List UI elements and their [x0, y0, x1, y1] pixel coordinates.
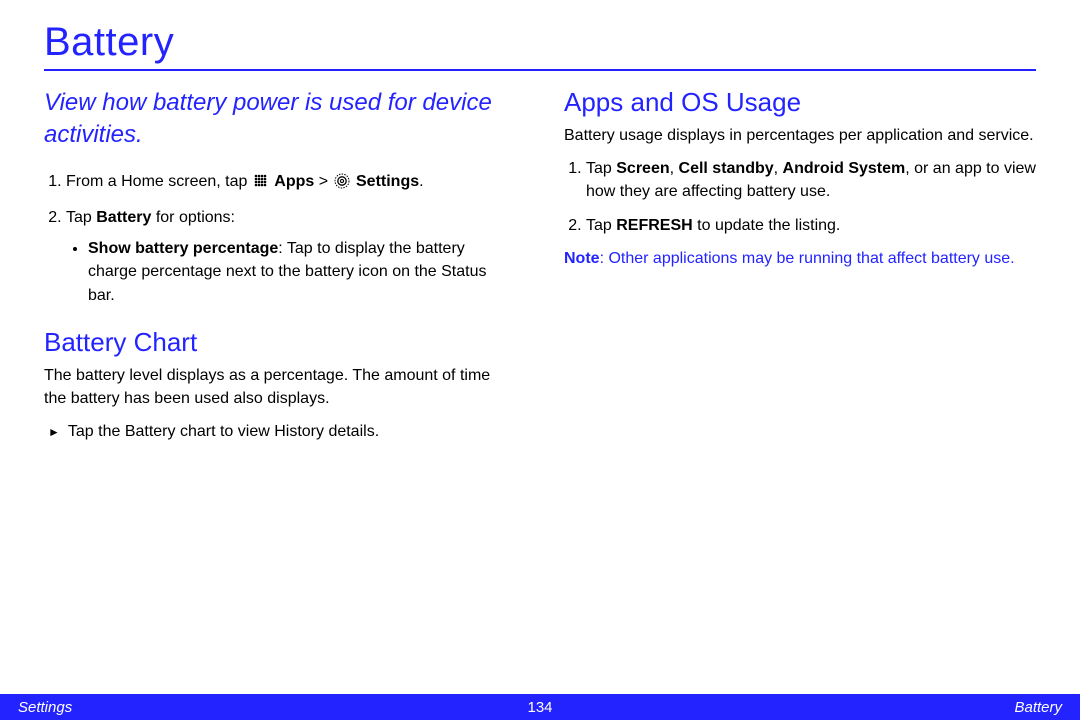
screen-label: Screen [616, 160, 669, 177]
columns: View how battery power is used for devic… [44, 87, 1036, 443]
settings-label: Settings [356, 173, 419, 190]
cell-standby-label: Cell standby [679, 160, 774, 177]
apps-label: Apps [274, 173, 314, 190]
page: Battery View how battery power is used f… [0, 0, 1080, 720]
list-item: From a Home screen, tap Apps > [66, 170, 516, 196]
note-text: Note: Other applications may be running … [564, 247, 1036, 270]
gear-icon [334, 173, 350, 196]
text: . [419, 173, 423, 190]
list-item: Tap REFRESH to update the listing. [586, 214, 1036, 237]
list-item: Tap Screen, Cell standby, Android System… [586, 157, 1036, 203]
left-column: View how battery power is used for devic… [44, 87, 516, 443]
text: From a Home screen, tap [66, 173, 252, 190]
list-item: Show battery percentage: Tap to display … [88, 237, 516, 307]
arrow-item: Tap the Battery chart to view History de… [44, 420, 516, 443]
text: Tap [66, 209, 96, 226]
steps-list-1: From a Home screen, tap Apps > [44, 170, 516, 307]
note-rest: : Other applications may be running that… [600, 250, 1015, 267]
list-item: Tap Battery for options: Show battery pe… [66, 206, 516, 307]
battery-chart-body: The battery level displays as a percenta… [44, 364, 516, 410]
text: to update the listing. [693, 217, 841, 234]
sub-bullets: Show battery percentage: Tap to display … [66, 237, 516, 307]
text: Tap [586, 160, 616, 177]
refresh-label: REFRESH [616, 217, 692, 234]
steps-list-2: Tap Screen, Cell standby, Android System… [564, 157, 1036, 237]
right-column: Apps and OS Usage Battery usage displays… [564, 87, 1036, 443]
footer-page-number: 134 [527, 699, 552, 716]
footer-left: Settings [18, 699, 72, 716]
page-title: Battery [44, 20, 1036, 65]
text: , [670, 160, 679, 177]
section-heading-apps-os: Apps and OS Usage [564, 87, 1036, 118]
text: for options: [151, 209, 235, 226]
battery-label: Battery [96, 209, 151, 226]
text: , [774, 160, 783, 177]
page-footer: Settings 134 Battery [0, 694, 1080, 720]
note-bold: Note [564, 250, 600, 267]
text: Tap [586, 217, 616, 234]
android-system-label: Android System [783, 160, 906, 177]
bullet-bold: Show battery percentage [88, 240, 278, 257]
intro-text: View how battery power is used for devic… [44, 87, 516, 152]
apps-grid-icon [254, 172, 268, 195]
section-heading-battery-chart: Battery Chart [44, 327, 516, 358]
apps-os-body: Battery usage displays in percentages pe… [564, 124, 1036, 147]
title-rule [44, 69, 1036, 71]
text: > [319, 173, 333, 190]
footer-right: Battery [1014, 699, 1062, 716]
